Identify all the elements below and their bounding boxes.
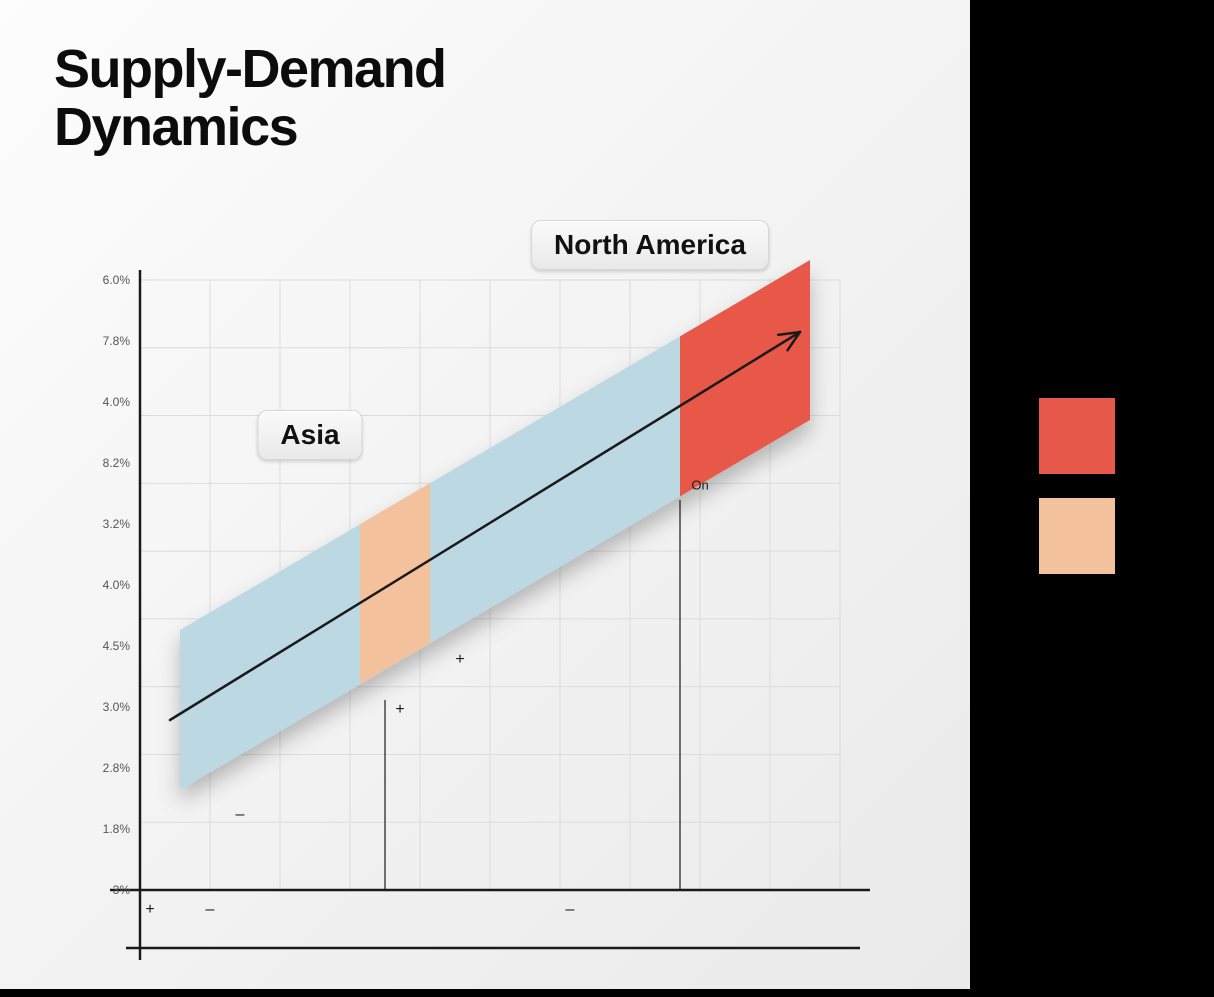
chart-glyph: – <box>236 806 245 824</box>
callout-asia_label: Asia <box>257 410 362 460</box>
y-tick-label: 7.8% <box>80 334 130 348</box>
legend-swatch-0 <box>1039 398 1115 474</box>
y-tick-label: 8.2% <box>80 456 130 470</box>
legend-swatch-1 <box>1039 498 1115 574</box>
y-tick-label: 2.8% <box>80 761 130 775</box>
y-tick-label: 4.0% <box>80 578 130 592</box>
chart-glyph: – <box>566 901 575 919</box>
chart-svg <box>80 260 920 960</box>
chart-glyph: + <box>455 651 464 669</box>
chart-area: 6.0% 7.8% 4.0% 8.2% 3.2% 4.0% 4.5% 3.0% 2.8% 1.8%… <box>80 260 920 960</box>
y-tick-label: 3.2% <box>80 517 130 531</box>
y-tick-label: 1.8% <box>80 822 130 836</box>
chart-glyph: + <box>395 701 404 719</box>
y-tick-label: 4.0% <box>80 395 130 409</box>
y-tick-label: 3% <box>80 883 130 897</box>
trend-band <box>180 260 810 790</box>
chart-glyph: – <box>206 901 215 919</box>
callout-na_label: North America <box>531 220 769 270</box>
y-tick-label: 6.0% <box>80 273 130 287</box>
chart-glyph: + <box>145 901 154 919</box>
page-title: Supply-Demand Dynamics <box>54 40 446 157</box>
chart-panel: Supply-Demand Dynamics 6.0% 7.8% 4.0% 8.2% 3… <box>0 0 970 989</box>
y-tick-label: 3.0% <box>80 700 130 714</box>
y-tick-label: 4.5% <box>80 639 130 653</box>
chart-glyph: On <box>691 478 708 493</box>
